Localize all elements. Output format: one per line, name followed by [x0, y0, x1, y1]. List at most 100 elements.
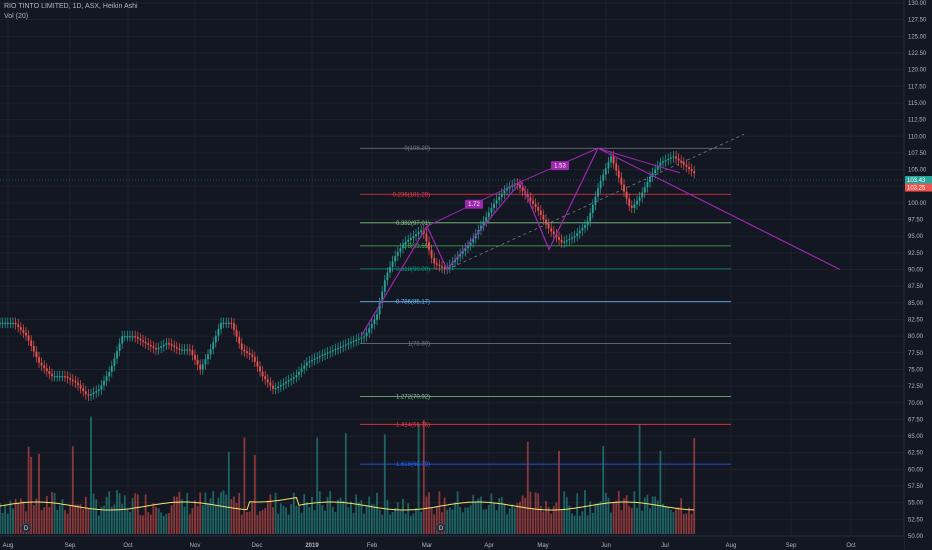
candle-body [352, 340, 355, 343]
candle-body [308, 361, 311, 363]
time-tick-label: Jul [661, 543, 669, 549]
volume-bar [407, 503, 410, 534]
volume-bar [183, 506, 186, 534]
volume-bar [220, 492, 222, 534]
candle-body [329, 351, 332, 353]
volume-bar [415, 508, 417, 534]
volume-bar [352, 512, 355, 534]
harmonic-pattern[interactable]: 1.72 1.53 [360, 147, 841, 337]
volume-bar [433, 514, 436, 534]
time-tick-label: Mar [422, 543, 432, 549]
candle-body [131, 336, 134, 338]
candle-body [108, 371, 111, 377]
candle-body [191, 350, 194, 355]
volume-bar [558, 450, 560, 534]
candle-body [178, 348, 181, 350]
volume-bar [638, 424, 641, 534]
dividend-marker[interactable] [20, 522, 32, 534]
volume-bar [524, 497, 527, 534]
candle-body [326, 352, 329, 354]
volume-bar [493, 503, 495, 534]
candle-body [459, 253, 462, 257]
candle-body [56, 376, 59, 378]
volume-bar [532, 508, 534, 534]
volume-bar [334, 511, 337, 534]
candle-body [495, 200, 498, 204]
volume-bar [607, 497, 610, 534]
volume-bar [321, 505, 324, 534]
volume-bar [584, 490, 586, 534]
volume-bar [391, 511, 394, 534]
candle-body [116, 351, 118, 359]
candle-body [157, 347, 160, 350]
price-badge [905, 176, 932, 185]
time-axis[interactable]: Aug Sep Oct Nov Dec 2019 Feb Mar Apr May Jun Jul Aug… [0, 535, 904, 550]
volume-bar [22, 501, 25, 534]
pattern-connector[interactable] [597, 147, 681, 174]
candle-body [625, 191, 628, 199]
price-tick-label: 122.50 [908, 51, 927, 57]
candle-body [391, 261, 394, 267]
candle-body [472, 238, 475, 243]
candle-body [74, 381, 77, 383]
price-axis[interactable]: 50.00 52.50 55.00 57.50 60.00 62.50 65.00 67.50… [903, 0, 932, 550]
volume-bar [38, 453, 40, 534]
candle-body [430, 249, 433, 258]
candle-body [435, 263, 438, 265]
candle-body [134, 336, 137, 338]
volume-bar [331, 506, 334, 534]
time-axis-background [0, 536, 904, 550]
dividend-marker[interactable] [435, 522, 447, 534]
candle-body [680, 160, 683, 163]
candle-body [183, 349, 186, 351]
candle-body [503, 190, 506, 194]
volume-bar [64, 510, 66, 534]
time-tick-label: Apr [484, 543, 493, 549]
candle-body [630, 205, 633, 208]
volume-bar [529, 491, 532, 534]
volume-bar [87, 508, 90, 534]
fib-level-label: 1.272(70.92) [396, 395, 430, 401]
volume-bar [521, 495, 524, 534]
volume-bar [628, 505, 631, 534]
candle-body [230, 322, 233, 324]
volume-bar [248, 511, 251, 534]
volume-bar [134, 493, 137, 534]
price-tick-label: 130.00 [908, 1, 927, 7]
candle-body [576, 233, 579, 237]
candle-body [404, 241, 407, 245]
candle-body [295, 375, 298, 378]
volume-bar [602, 445, 605, 534]
candle-body [30, 340, 33, 347]
candle-body [407, 239, 410, 242]
volume-bar [227, 451, 230, 534]
volume-bar [32, 505, 35, 534]
volume-bar [389, 514, 391, 534]
volume-bar [469, 505, 472, 534]
candle-body [212, 342, 215, 350]
volume-bar [259, 511, 261, 534]
volume-bar [615, 500, 618, 534]
candle-body [623, 184, 625, 192]
candle-body [123, 336, 126, 338]
volume-bar [110, 506, 113, 534]
candle-body [651, 173, 654, 177]
candle-body [316, 357, 319, 359]
volume-bar [58, 505, 61, 534]
time-tick-label: Feb [367, 543, 378, 549]
candle-body [602, 174, 605, 181]
volume-bar [170, 505, 173, 534]
candle-body [539, 210, 542, 216]
volume-bar [165, 513, 168, 534]
candle-body [578, 230, 581, 234]
time-tick-label: Dec [252, 543, 263, 549]
volume-bar [27, 446, 30, 534]
candle-body [646, 182, 649, 188]
candle-body [162, 344, 165, 347]
volume-bar [446, 509, 449, 534]
candle-body [537, 207, 540, 211]
volume-bar [287, 514, 290, 534]
candle-body [487, 212, 490, 218]
volume-bar [116, 490, 118, 534]
